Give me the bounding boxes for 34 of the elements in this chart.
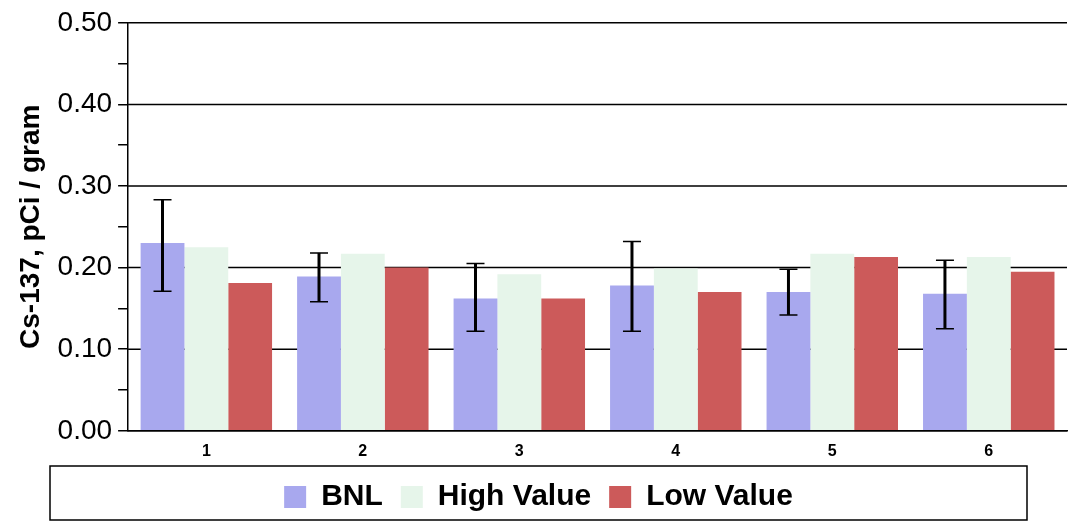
bar [966, 256, 1011, 431]
x-tick-label: 1 [201, 441, 211, 459]
bar [453, 298, 498, 431]
legend-label: Low Value [646, 478, 793, 512]
y-tick-label: 0.10 [57, 331, 113, 363]
x-tick-label: 6 [984, 441, 994, 459]
y-axis-title: Cs-137, pCi / gram [13, 104, 45, 349]
y-tick-label: 0.20 [57, 250, 113, 282]
x-tick-label: 2 [358, 441, 368, 459]
bar [697, 292, 742, 431]
bar [810, 253, 855, 431]
bar [340, 253, 385, 431]
x-tick-label: 4 [671, 441, 681, 459]
bar [653, 268, 698, 431]
bar [384, 267, 429, 431]
y-tick-label: 0.30 [57, 168, 113, 200]
x-tick-label: 5 [827, 441, 837, 459]
x-tick-label: 3 [514, 441, 524, 459]
bar [140, 243, 185, 431]
legend-label: BNL [321, 478, 383, 512]
y-tick-label: 0.00 [57, 413, 113, 445]
bar [228, 283, 273, 431]
bar [766, 292, 811, 431]
bar [297, 276, 341, 431]
bar [541, 298, 586, 431]
y-tick-label: 0.40 [57, 87, 113, 119]
bar [1010, 271, 1055, 431]
bar [923, 293, 967, 431]
bar [497, 274, 542, 431]
y-tick-label: 0.50 [57, 5, 113, 37]
bar [854, 256, 898, 431]
legend-label: High Value [437, 478, 592, 512]
bar [610, 285, 654, 431]
bar [184, 247, 229, 431]
